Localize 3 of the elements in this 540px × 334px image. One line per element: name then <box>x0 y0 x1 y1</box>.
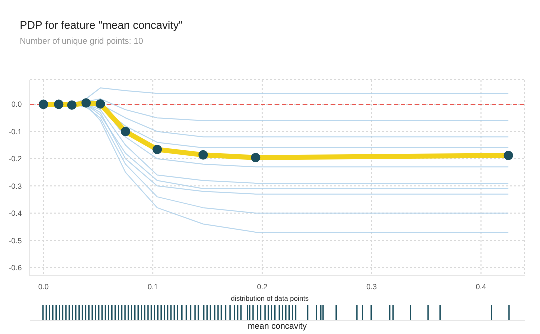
x-axis-title: mean concavity <box>246 321 308 331</box>
chart-subtitle: Number of unique grid points: 10 <box>20 36 144 46</box>
chart-title: PDP for feature "mean concavity" <box>20 20 183 32</box>
